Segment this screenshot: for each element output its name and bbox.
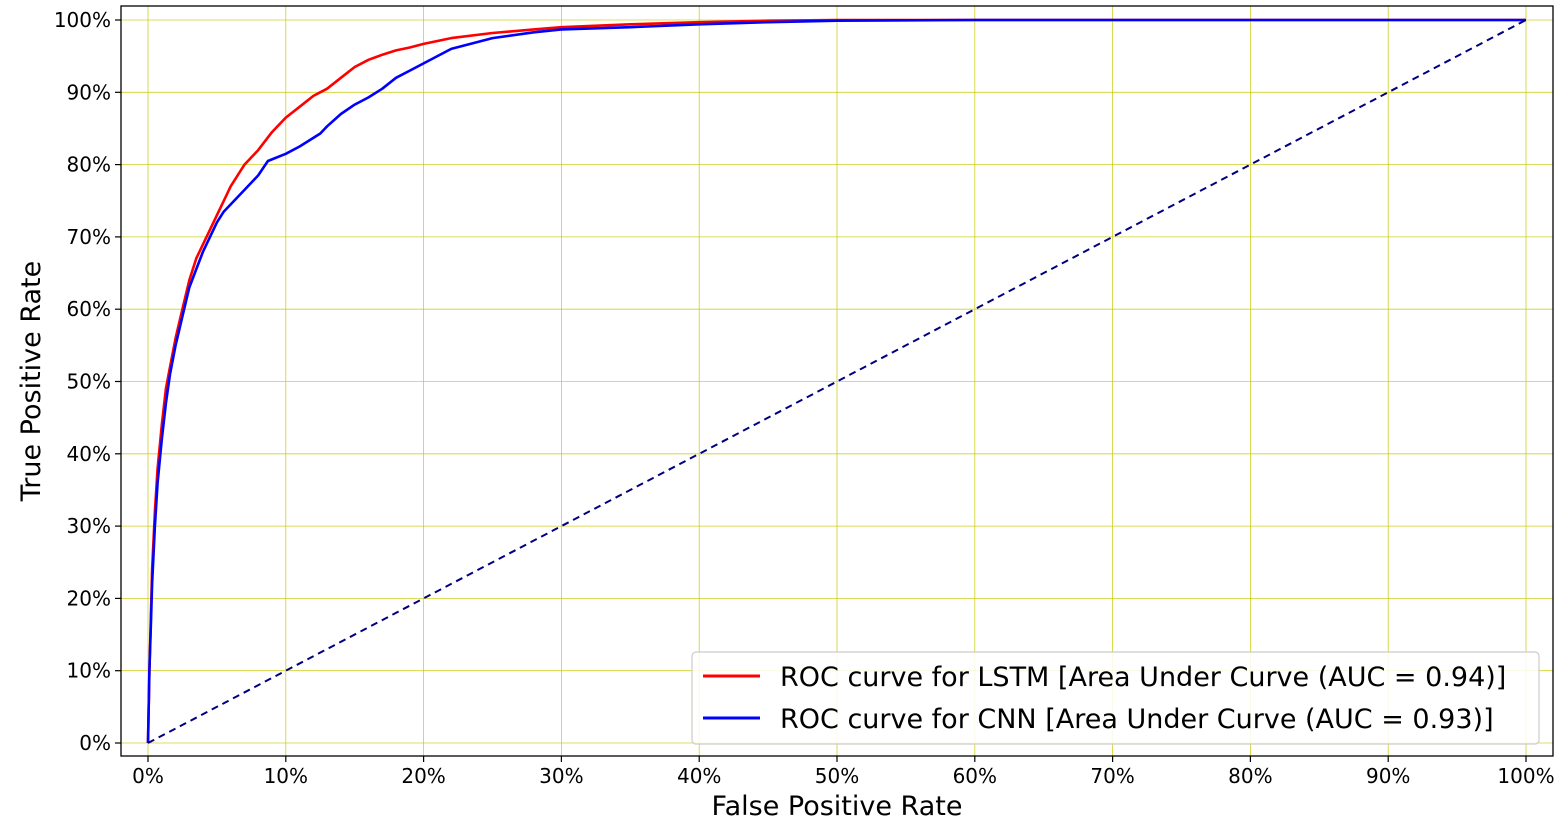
series-lines [146,18,1527,744]
y-tick-label: 20% [67,586,111,610]
legend-label-lstm: ROC curve for LSTM [Area Under Curve (AU… [780,662,1506,693]
x-tick-label: 20% [401,764,445,788]
x-axis-title: False Positive Rate [712,791,963,822]
x-tick-label: 0% [132,764,164,788]
y-tick-label: 0% [79,731,111,755]
axis-ticks: 0% 10% 20% 30% 40% 50% 60% 70% 80% 90% 100% 0% 10% 20… [54,8,1555,788]
x-tick-label: 10% [264,764,308,788]
legend-label-cnn: ROC curve for CNN [Area Under Curve (AUC… [780,704,1494,735]
x-tick-label: 100% [1497,764,1554,788]
x-tick-label: 90% [1366,764,1410,788]
cnn-roc-curve [146,18,1526,744]
y-axis-title: True Positive Rate [16,261,47,503]
y-tick-label: 70% [67,225,111,249]
y-tick-label: 30% [67,514,111,538]
x-tick-label: 60% [953,764,997,788]
y-tick-label: 90% [67,80,111,104]
x-tick-label: 30% [539,764,583,788]
y-tick-label: 10% [67,659,111,683]
lstm-roc-curve [146,18,1526,744]
y-tick-label: 50% [67,370,111,394]
y-tick-label: 60% [67,297,111,321]
y-tick-label: 100% [54,8,111,32]
x-tick-label: 80% [1228,764,1272,788]
legend: ROC curve for LSTM [Area Under Curve (AU… [691,651,1540,745]
x-tick-label: 40% [677,764,721,788]
chance-diagonal-line [147,19,1527,744]
legend-box [691,651,1540,745]
x-tick-label: 50% [815,764,859,788]
y-tick-label: 80% [67,153,111,177]
x-tick-label: 70% [1090,764,1134,788]
y-tick-label: 40% [67,442,111,466]
